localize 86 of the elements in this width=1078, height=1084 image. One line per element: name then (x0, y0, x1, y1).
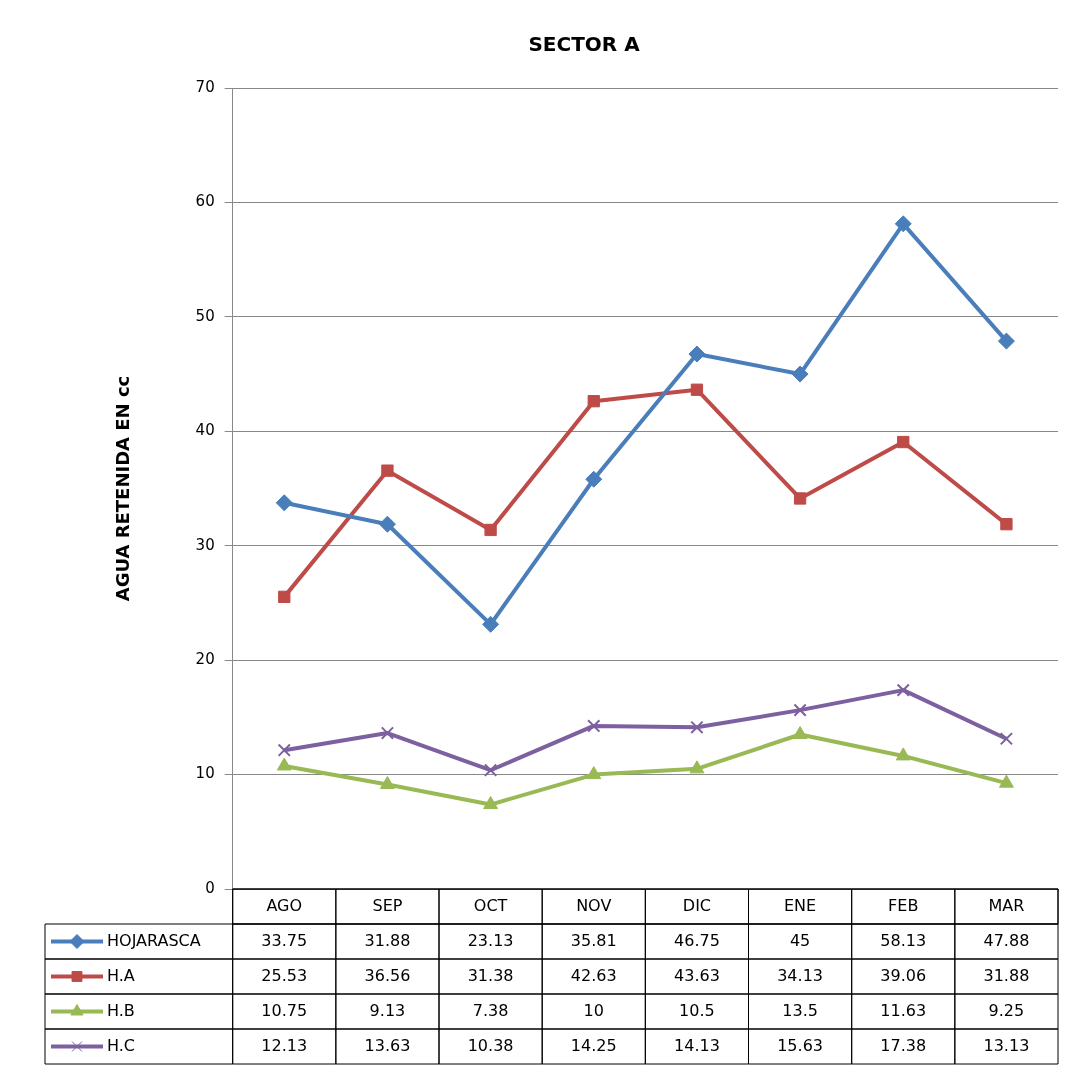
legend-label: H.A (107, 965, 135, 985)
data-label: 9.25 (988, 1000, 1025, 1020)
data-label: 17.38 (880, 1035, 927, 1055)
legend-label: H.C (107, 1035, 136, 1055)
point (585, 470, 603, 488)
data-label: 9.13 (369, 1000, 406, 1020)
point (793, 492, 807, 505)
point (484, 523, 497, 537)
point (999, 732, 1014, 746)
point (792, 726, 808, 740)
data-label: 58.13 (880, 930, 927, 950)
data-label: 11.63 (880, 1000, 927, 1020)
data-label: 10 (583, 1000, 604, 1020)
point (378, 515, 396, 533)
y-tick-label: 60 (195, 192, 215, 211)
point (483, 796, 499, 810)
data-label: 10.5 (679, 1000, 715, 1020)
point (483, 763, 498, 777)
point (998, 774, 1014, 788)
y-tick-label: 10 (195, 764, 215, 783)
data-label: 13.63 (364, 1035, 411, 1055)
data-label: 43.63 (674, 965, 720, 985)
data-label: 46.75 (674, 930, 720, 950)
point (586, 766, 602, 780)
legend-label: HOJARASCA (107, 930, 201, 950)
y-tick-label: 70 (195, 77, 215, 96)
point (482, 615, 500, 633)
data-label: 25.53 (261, 965, 308, 985)
data-label: 12.13 (261, 1035, 308, 1055)
data-label: 10.38 (467, 1035, 514, 1055)
point (277, 743, 291, 757)
x-tick-label: AGO (266, 895, 303, 915)
y-tick-label: 0 (205, 878, 215, 897)
y-tick-label: 30 (195, 535, 215, 554)
data-label: 10.75 (261, 1000, 308, 1020)
point (380, 726, 395, 740)
legend-label: H.B (107, 1000, 135, 1020)
data-label: 35.81 (570, 930, 617, 950)
point (791, 365, 809, 383)
y-tick-label: 40 (195, 421, 215, 440)
data-label: 36.56 (364, 965, 411, 985)
data-label: 31.88 (364, 930, 411, 950)
point (897, 435, 910, 449)
data-label: 13.5 (782, 1000, 818, 1020)
point (587, 395, 600, 408)
point (793, 703, 807, 717)
x-tick-label: SEP (372, 895, 403, 915)
data-label: 14.25 (570, 1035, 617, 1055)
point (688, 345, 706, 363)
data-label: 7.38 (472, 1000, 509, 1020)
point (275, 494, 293, 512)
point (587, 719, 601, 733)
data-label: 31.88 (983, 965, 1030, 985)
chart-title: SECTOR A (528, 32, 641, 57)
x-tick-label: FEB (888, 895, 919, 915)
point (997, 332, 1015, 350)
y-axis-title: AGUA RETENIDA EN cc (112, 375, 134, 602)
point (894, 215, 912, 233)
data-label: 23.13 (467, 930, 514, 950)
point (895, 747, 911, 761)
x-tick-label: DIC (682, 895, 712, 915)
point (896, 683, 910, 697)
point (380, 776, 395, 790)
data-label: 33.75 (261, 930, 308, 950)
x-tick-label: OCT (473, 895, 508, 915)
point (690, 720, 704, 734)
data-label: 15.63 (777, 1035, 823, 1055)
data-label: 34.13 (777, 965, 823, 985)
point (1000, 518, 1013, 531)
data-label: 14.13 (674, 1035, 720, 1055)
point (278, 590, 291, 604)
point (276, 757, 292, 771)
data-label: 42.63 (570, 965, 617, 985)
x-tick-label: MAR (988, 895, 1025, 915)
x-tick-label: NOV (576, 895, 612, 915)
point (381, 464, 394, 477)
point (690, 383, 704, 396)
data-label: 31.38 (467, 965, 514, 985)
data-label: 13.13 (983, 1035, 1030, 1055)
point (689, 760, 705, 774)
data-label: 39.06 (880, 965, 927, 985)
y-tick-label: 50 (195, 306, 215, 325)
data-label: 45 (789, 930, 811, 950)
data-label: 47.88 (983, 930, 1030, 950)
y-tick-label: 20 (195, 650, 215, 669)
x-tick-label: ENE (784, 895, 817, 915)
